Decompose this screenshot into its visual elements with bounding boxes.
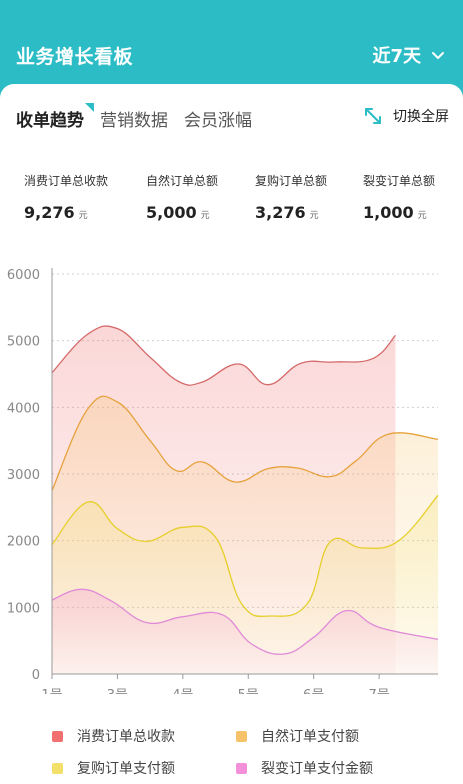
tab-order-trend[interactable]: 收单趋势 xyxy=(16,106,84,131)
expand-icon xyxy=(363,106,383,126)
y-tick-label: 6000 xyxy=(7,268,40,283)
stat-label: 复购订单总额 xyxy=(255,172,327,189)
tab-marketing-data[interactable]: 营销数据 xyxy=(100,106,168,131)
date-range-label: 近7天 xyxy=(372,42,421,68)
legend-label: 复购订单支付额 xyxy=(77,758,175,778)
legend-swatch xyxy=(52,731,63,742)
date-range-select[interactable]: 近7天 xyxy=(372,42,445,68)
x-tick-label: 4号 xyxy=(172,688,193,694)
tab-label: 会员涨幅 xyxy=(184,111,252,131)
stat-unit: 元 xyxy=(201,211,210,221)
legend-item[interactable]: 复购订单支付额 xyxy=(52,758,175,778)
legend-label: 自然订单支付额 xyxy=(261,726,359,746)
tab-member-growth[interactable]: 会员涨幅 xyxy=(184,106,252,131)
legend-item[interactable]: 裂变订单支付金额 xyxy=(236,758,373,778)
y-tick-label: 5000 xyxy=(7,335,40,350)
tab-label: 营销数据 xyxy=(100,111,168,131)
stat-value-row: 1,000 元 xyxy=(363,203,435,222)
stat-value-row: 9,276 元 xyxy=(24,203,108,222)
x-tick-label: 1号 xyxy=(41,688,62,694)
x-tick-label: 6号 xyxy=(303,688,324,694)
stat-value: 3,276 xyxy=(255,203,306,222)
chevron-down-icon xyxy=(431,51,445,60)
y-tick-label: 0 xyxy=(32,668,40,683)
tab-label: 收单趋势 xyxy=(16,111,84,131)
legend-swatch xyxy=(236,763,247,774)
x-tick-label: 7号 xyxy=(368,688,389,694)
x-tick-label: 3号 xyxy=(107,688,128,694)
stat-label: 裂变订单总额 xyxy=(363,172,435,189)
active-tab-marker xyxy=(85,103,94,112)
stat-consumption-total: 消费订单总收款 9,276 元 xyxy=(24,172,108,222)
stat-repurchase-total: 复购订单总额 3,276 元 xyxy=(255,172,327,222)
stat-value-row: 3,276 元 xyxy=(255,203,327,222)
stat-value: 9,276 xyxy=(24,203,75,222)
stat-value: 1,000 xyxy=(363,203,414,222)
y-tick-label: 3000 xyxy=(7,468,40,483)
stat-value: 5,000 xyxy=(146,203,197,222)
stat-unit: 元 xyxy=(418,211,427,221)
order-trend-chart: 0 1000 2000 3000 4000 5000 6000 1号 3号 4号 5号 6号 7号 xyxy=(0,254,463,694)
legend-swatch xyxy=(52,763,63,774)
legend-item[interactable]: 消费订单总收款 xyxy=(52,726,175,746)
y-tick-label: 4000 xyxy=(7,401,40,416)
y-tick-label: 1000 xyxy=(7,601,40,616)
fullscreen-label: 切换全屏 xyxy=(393,106,449,126)
stat-fission-total: 裂变订单总额 1,000 元 xyxy=(363,172,435,222)
legend-label: 消费订单总收款 xyxy=(77,726,175,746)
stat-natural-total: 自然订单总额 5,000 元 xyxy=(146,172,218,222)
tab-bar: 收单趋势 营销数据 会员涨幅 xyxy=(16,106,252,131)
stat-label: 自然订单总额 xyxy=(146,172,218,189)
stat-value-row: 5,000 元 xyxy=(146,203,218,222)
dashboard-card: 收单趋势 营销数据 会员涨幅 切换全屏 消费订单总收款 9,276 元 自然订单总… xyxy=(0,84,463,784)
legend-swatch xyxy=(236,731,247,742)
dashboard-title: 业务增长看板 xyxy=(16,42,133,69)
chart-legend: 消费订单总收款 自然订单支付额 复购订单支付额 裂变订单支付金额 xyxy=(0,722,463,782)
stat-unit: 元 xyxy=(79,211,88,221)
legend-label: 裂变订单支付金额 xyxy=(261,758,373,778)
fullscreen-toggle[interactable]: 切换全屏 xyxy=(363,106,449,126)
legend-item[interactable]: 自然订单支付额 xyxy=(236,726,359,746)
stat-label: 消费订单总收款 xyxy=(24,172,108,189)
x-tick-label: 5号 xyxy=(238,688,259,694)
y-tick-label: 2000 xyxy=(7,535,40,550)
summary-stats: 消费订单总收款 9,276 元 自然订单总额 5,000 元 复购订单总额 3,27… xyxy=(0,172,463,232)
stat-unit: 元 xyxy=(310,211,319,221)
